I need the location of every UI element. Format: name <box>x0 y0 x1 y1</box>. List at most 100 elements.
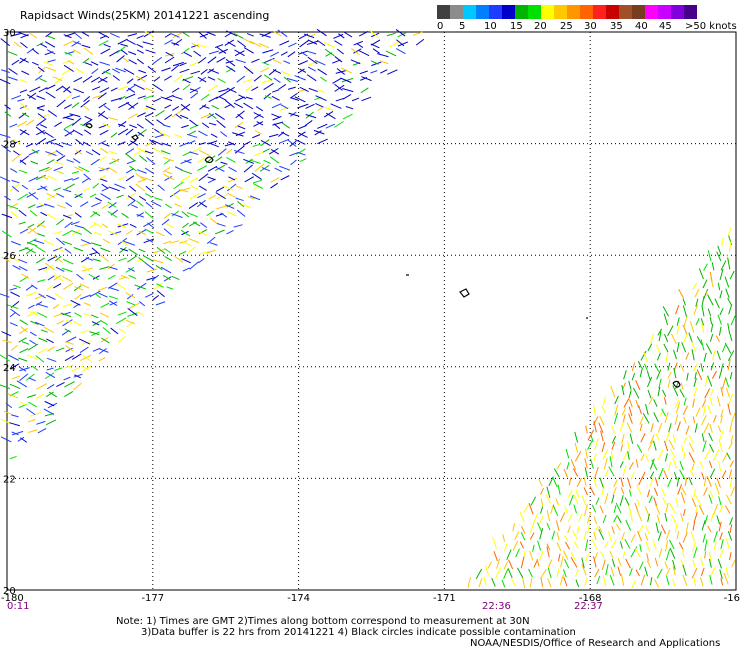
wind-barb <box>1 230 12 238</box>
wind-barb <box>512 540 519 551</box>
wind-barb <box>122 57 130 63</box>
wind-barb <box>645 454 649 462</box>
wind-barb <box>716 477 721 488</box>
wind-barb <box>46 383 55 390</box>
longitude-label: -174 <box>287 593 310 604</box>
wind-barb <box>92 211 101 217</box>
wind-barb <box>109 158 120 165</box>
wind-barb <box>626 422 633 433</box>
wind-barb <box>628 461 634 471</box>
wind-barb <box>728 442 733 450</box>
island-outline <box>204 156 214 164</box>
wind-barb <box>9 311 17 318</box>
wind-barb <box>713 530 718 543</box>
wind-barb <box>572 468 579 477</box>
wind-barb <box>1 331 12 337</box>
wind-barb <box>649 471 655 479</box>
wind-barb <box>37 113 46 119</box>
wind-barb <box>46 391 54 398</box>
wind-barb <box>207 56 217 64</box>
wind-speed-colorbar <box>437 5 697 19</box>
wind-barb <box>273 123 281 130</box>
wind-barb <box>261 79 273 84</box>
wind-barb <box>63 178 73 182</box>
wind-barb <box>683 451 686 460</box>
wind-barb <box>83 313 92 317</box>
wind-barb <box>91 247 100 255</box>
wind-barb <box>682 324 688 335</box>
wind-barb <box>710 362 715 371</box>
wind-barb <box>74 374 81 379</box>
wind-barb <box>65 347 73 353</box>
wind-barb <box>36 303 49 308</box>
wind-barb <box>28 191 39 200</box>
wind-barb <box>36 420 46 425</box>
wind-barb <box>501 579 506 588</box>
wind-barb <box>372 48 381 54</box>
wind-barb <box>17 436 25 442</box>
wind-barb <box>35 75 43 81</box>
wind-barb <box>609 574 615 586</box>
wind-barb <box>720 578 724 586</box>
wind-barbs <box>0 28 736 589</box>
wind-barb <box>653 497 658 507</box>
wind-barb <box>683 436 688 444</box>
wind-barb <box>118 121 127 127</box>
wind-barb <box>593 516 598 525</box>
wind-barb <box>38 166 50 172</box>
wind-barb <box>82 57 90 64</box>
wind-barb <box>71 95 81 100</box>
wind-barb <box>247 196 255 200</box>
wind-barb <box>150 200 162 207</box>
wind-barb <box>19 319 28 325</box>
wind-barb <box>689 321 695 333</box>
wind-barb <box>57 247 64 253</box>
wind-barb <box>211 105 219 110</box>
wind-barb <box>35 126 46 135</box>
wind-barb <box>639 423 643 432</box>
wind-barb <box>216 120 226 129</box>
wind-barb <box>18 209 27 217</box>
wind-barb <box>599 477 605 489</box>
wind-barb <box>729 422 733 433</box>
wind-barb <box>112 68 120 74</box>
wind-barb <box>188 221 197 227</box>
wind-barb <box>52 304 60 310</box>
wind-barb <box>61 68 72 75</box>
wind-barb <box>702 279 708 289</box>
wind-barb <box>29 86 41 93</box>
colorbar-label: 5 <box>459 21 466 32</box>
wind-barb <box>564 559 570 569</box>
wind-barb <box>73 158 81 164</box>
wind-barb <box>25 284 34 291</box>
wind-barb <box>137 212 144 217</box>
wind-barb <box>691 497 697 507</box>
time-label: 22:37 <box>574 601 603 612</box>
wind-barb <box>173 74 183 83</box>
wind-barb <box>126 159 136 165</box>
wind-barb <box>10 183 20 192</box>
wind-barb <box>701 306 705 317</box>
wind-barb <box>208 96 218 103</box>
wind-barb <box>75 68 85 74</box>
wind-barb <box>169 240 180 244</box>
wind-barb <box>225 204 235 209</box>
wind-barb <box>730 486 736 497</box>
wind-barb <box>628 380 632 390</box>
wind-barb <box>65 94 73 99</box>
wind-barb <box>358 50 370 57</box>
wind-barb <box>672 457 678 469</box>
wind-barb <box>47 59 56 63</box>
wind-barb <box>345 106 354 110</box>
wind-barb <box>123 68 135 75</box>
wind-barb <box>152 97 161 103</box>
wind-barb <box>270 182 279 189</box>
wind-barb <box>154 133 166 139</box>
wind-barb <box>690 340 697 352</box>
wind-barb <box>153 148 165 155</box>
wind-barb <box>670 514 677 524</box>
latitude-label: 22 <box>3 474 16 485</box>
wind-barb <box>516 567 524 579</box>
wind-barb <box>646 376 653 388</box>
wind-barb <box>190 185 199 190</box>
